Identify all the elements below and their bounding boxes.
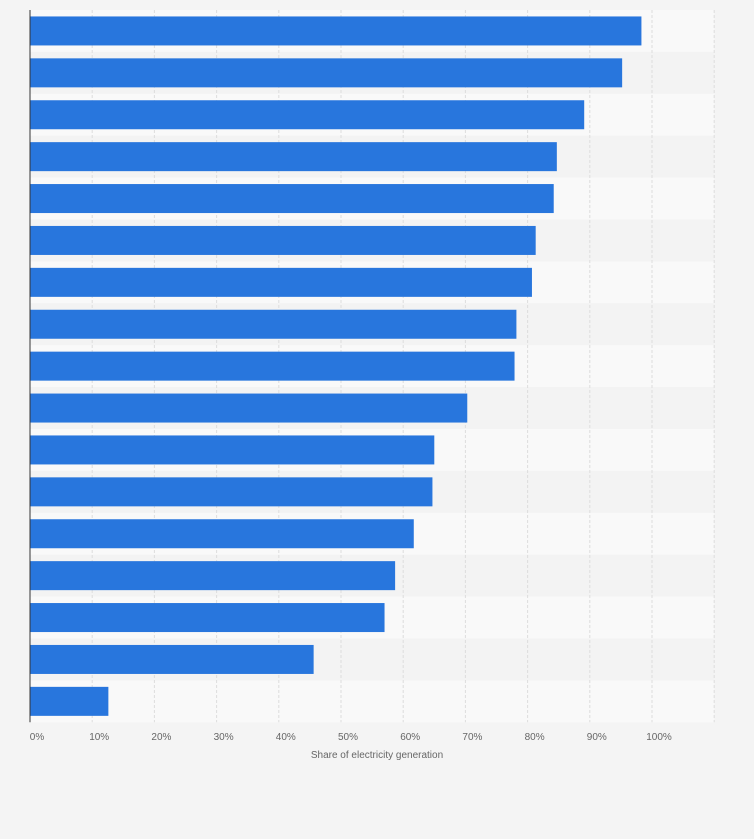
x-tick-label: 40%: [276, 732, 296, 743]
x-tick-label: 0%: [30, 732, 45, 743]
x-axis-title: Share of electricity generation: [311, 750, 443, 761]
bar[interactable]: [30, 435, 435, 465]
bar[interactable]: [30, 309, 517, 339]
bar[interactable]: [30, 351, 515, 381]
x-tick-label: 30%: [214, 732, 234, 743]
x-tick-label: 90%: [587, 732, 607, 743]
x-tick-label: 80%: [525, 732, 545, 743]
x-tick-label: 100%: [646, 732, 672, 743]
row-band: [30, 680, 715, 723]
bar[interactable]: [30, 519, 414, 549]
bar[interactable]: [30, 477, 433, 507]
bar[interactable]: [30, 686, 109, 716]
x-tick-labels: 0% 10% 20% 30% 40% 50% 60% 70% 80% 90% 100%: [30, 732, 672, 743]
x-tick-label: 20%: [151, 732, 171, 743]
bar[interactable]: [30, 16, 642, 46]
x-tick-label: 10%: [89, 732, 109, 743]
bar[interactable]: [30, 644, 314, 674]
bar[interactable]: [30, 58, 623, 88]
bar[interactable]: [30, 393, 468, 423]
bar[interactable]: [30, 561, 396, 591]
x-tick-label: 50%: [338, 732, 358, 743]
x-tick-label: 60%: [400, 732, 420, 743]
bar[interactable]: [30, 267, 532, 297]
bar[interactable]: [30, 184, 554, 214]
x-tick-label: 70%: [462, 732, 482, 743]
bar[interactable]: [30, 603, 385, 633]
bar[interactable]: [30, 225, 536, 255]
bar[interactable]: [30, 100, 585, 130]
bar[interactable]: [30, 142, 557, 172]
bars: [30, 16, 642, 716]
